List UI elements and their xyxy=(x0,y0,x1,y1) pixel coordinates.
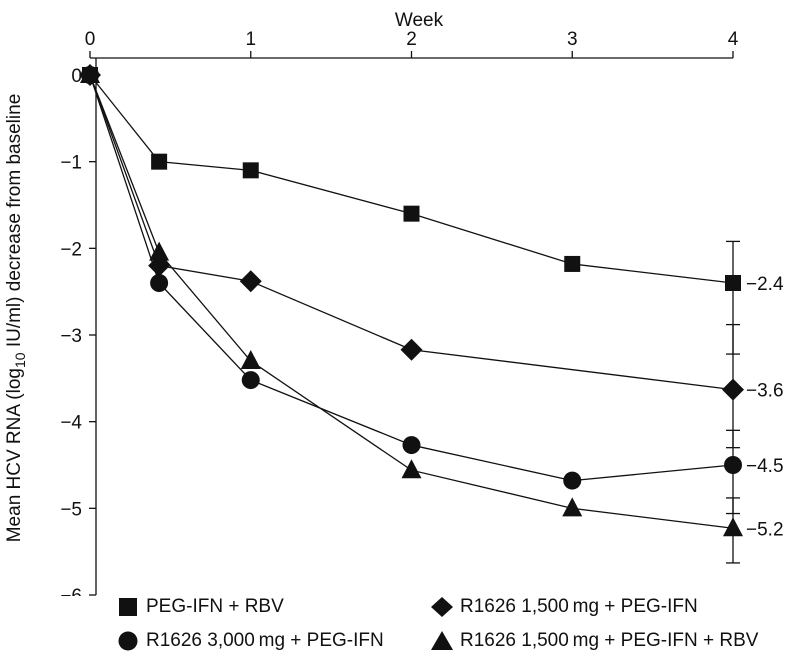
legend: PEG-IFN + RBV R1626 1,500 mg + PEG-IFN R… xyxy=(112,592,796,660)
x-tick-label: 0 xyxy=(85,29,96,50)
x-tick-label: 2 xyxy=(406,29,417,50)
data-point-triangle xyxy=(240,350,261,369)
y-tick-label: −6 xyxy=(60,586,82,596)
legend-label: PEG-IFN + RBV xyxy=(146,596,284,617)
end-value-label: −3.6 xyxy=(746,381,784,402)
end-value-label: −2.4 xyxy=(746,274,784,295)
circle-marker-icon xyxy=(118,631,138,651)
y-tick-label: −3 xyxy=(60,326,82,347)
series-line xyxy=(89,74,734,482)
data-point-triangle xyxy=(80,64,100,83)
data-point-diamond xyxy=(239,270,262,293)
data-point-diamond xyxy=(400,338,423,361)
series-triangle xyxy=(80,64,743,564)
data-point-square xyxy=(564,255,581,272)
series-square xyxy=(82,67,741,355)
legend-item-r1626-1500-peg-ifn-rbv: R1626 1,500 mg + PEG-IFN + RBV xyxy=(430,630,758,652)
data-point-circle xyxy=(241,371,260,390)
y-tick-label: −4 xyxy=(60,413,82,434)
series-layer xyxy=(79,64,744,564)
x-tick-label: 1 xyxy=(245,29,256,50)
y-tick-label: −5 xyxy=(60,499,82,520)
legend-label: R1626 1,500 mg + PEG-IFN + RBV xyxy=(460,630,759,651)
data-point-diamond xyxy=(722,378,744,401)
series-circle xyxy=(81,66,742,515)
data-point-circle xyxy=(563,471,582,490)
axes: 0 1 2 3 4 Week 0 −1 −2 −3 −4 −5 −6 Mean HCV RNA (log1… xyxy=(4,10,739,596)
data-point-square xyxy=(242,162,259,179)
series-line xyxy=(89,74,734,284)
data-point-triangle xyxy=(401,459,422,479)
data-point-square xyxy=(725,275,741,291)
end-value-label: −4.5 xyxy=(746,456,784,477)
square-marker-icon xyxy=(119,598,137,616)
data-point-circle xyxy=(402,436,421,455)
triangle-marker-icon xyxy=(431,631,453,650)
data-point-circle xyxy=(724,456,742,474)
x-tick-label: 4 xyxy=(728,29,739,50)
diamond-marker-icon xyxy=(431,597,453,617)
x-tick-label: 3 xyxy=(567,29,578,50)
y-tick-label: −2 xyxy=(60,239,82,260)
y-tick-label: −1 xyxy=(60,153,82,174)
legend-label: R1626 1,500 mg + PEG-IFN xyxy=(460,596,698,617)
x-axis-title: Week xyxy=(395,10,444,31)
data-point-diamond xyxy=(148,254,171,277)
legend-item-peg-ifn-rbv: PEG-IFN + RBV xyxy=(116,596,284,618)
series-diamond xyxy=(79,64,744,449)
data-point-square xyxy=(403,205,420,222)
y-axis-title: Mean HCV RNA (log10 IU/ml) decrease from… xyxy=(4,94,28,543)
data-point-circle xyxy=(150,274,169,292)
series-line xyxy=(89,74,734,529)
labels-layer: −2.4 −3.6 −4.5 −5.2 xyxy=(746,274,784,540)
y-tick-label: 0 xyxy=(71,66,82,87)
data-point-triangle xyxy=(723,517,743,537)
hcv-rna-line-chart: 0 1 2 3 4 Week 0 −1 −2 −3 −4 −5 −6 Mean HCV RNA (log1… xyxy=(4,10,784,596)
data-point-square xyxy=(151,153,168,170)
legend-item-r1626-1500-peg-ifn: R1626 1,500 mg + PEG-IFN xyxy=(430,596,698,618)
data-point-triangle xyxy=(149,241,170,261)
legend-item-r1626-3000-peg-ifn: R1626 3,000 mg + PEG-IFN xyxy=(116,630,384,652)
end-value-label: −5.2 xyxy=(746,519,784,540)
data-point-triangle xyxy=(562,497,583,517)
legend-label: R1626 3,000 mg + PEG-IFN xyxy=(146,630,384,651)
